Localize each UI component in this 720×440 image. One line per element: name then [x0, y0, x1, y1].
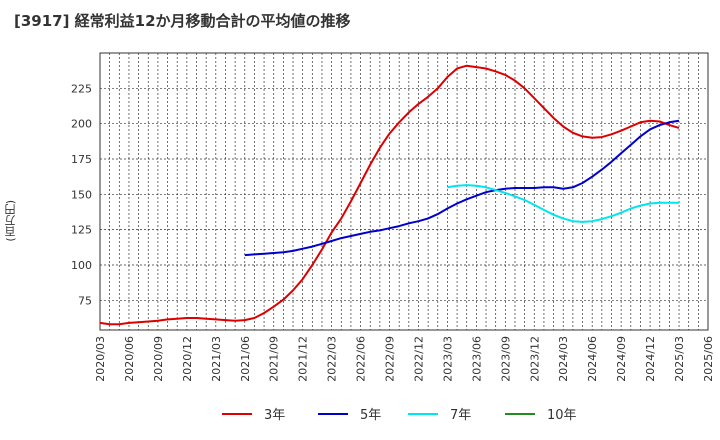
x-tick-label: 2022/09 [384, 336, 397, 382]
legend-label: 10年 [547, 408, 577, 423]
x-tick-label: 2021/12 [297, 336, 310, 382]
x-tick-label: 2022/12 [412, 336, 425, 382]
x-tick-label: 2023/03 [441, 336, 454, 382]
y-tick-label: 225 [71, 82, 92, 95]
x-tick-label: 2024/03 [557, 336, 570, 382]
x-tick-label: 2020/09 [152, 336, 165, 382]
x-tick-label: 2020/06 [123, 336, 136, 382]
y-tick-label: 125 [71, 224, 92, 237]
x-tick-labels: 2020/03 2020/06 2020/09 2020/12 2021/03 2021/… [94, 336, 715, 382]
y-tick-labels: 75 100 125 150 175 200 225 [71, 82, 92, 307]
series-line-2 [447, 184, 679, 223]
x-tick-label: 2025/03 [673, 336, 686, 382]
x-tick-label: 2021/09 [268, 336, 281, 382]
y-tick-label: 75 [78, 294, 92, 307]
x-tick-label: 2021/03 [210, 336, 223, 382]
series-lines [99, 64, 680, 326]
y-tick-label: 200 [71, 118, 92, 131]
x-tick-label: 2020/03 [94, 336, 107, 382]
x-tick-label: 2023/12 [528, 336, 541, 382]
x-tick-label: 2025/06 [702, 336, 715, 382]
x-tick-label: 2020/12 [181, 336, 194, 382]
legend-label: 5年 [360, 408, 381, 423]
chart-title: [3917] 経常利益12か月移動合計の平均値の推移 [14, 12, 351, 30]
y-tick-label: 100 [71, 259, 92, 272]
y-tick-label: 175 [71, 153, 92, 166]
legend-label: 3年 [264, 408, 285, 423]
x-tick-label: 2024/06 [586, 336, 599, 382]
grid-lines [100, 53, 708, 330]
x-tick-label: 2022/06 [355, 336, 368, 382]
x-tick-label: 2024/09 [615, 336, 628, 382]
legend: 3年 5年 7年 10年 [222, 408, 577, 423]
legend-label: 7年 [450, 408, 471, 423]
y-tick-label: 150 [71, 188, 92, 201]
x-tick-label: 2023/06 [470, 336, 483, 382]
series-line-1 [244, 119, 680, 257]
x-tick-label: 2022/03 [326, 336, 339, 382]
x-tick-label: 2023/09 [499, 336, 512, 382]
series-line-0 [99, 64, 680, 326]
x-tick-label: 2024/12 [644, 336, 657, 382]
plot-area-border [99, 52, 709, 331]
x-tick-label: 2021/06 [239, 336, 252, 382]
